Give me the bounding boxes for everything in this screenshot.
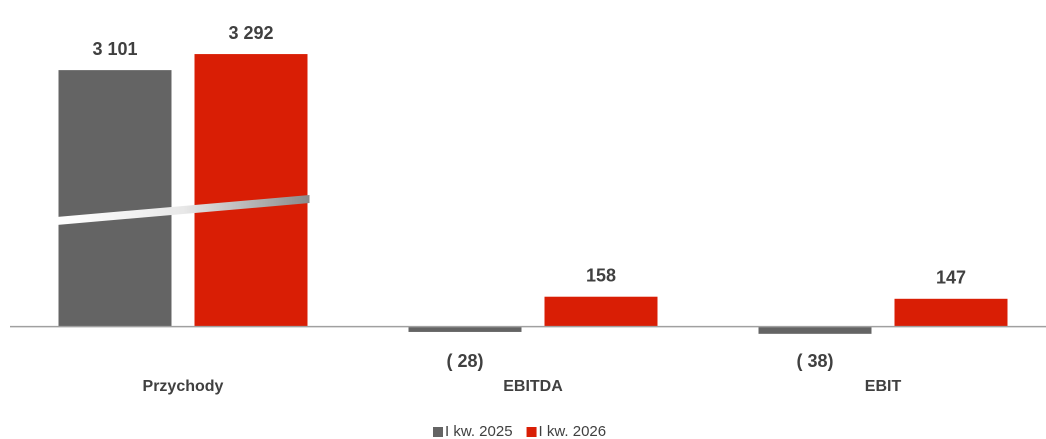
value-label: 158	[586, 265, 616, 285]
bar	[58, 70, 172, 327]
value-label: ( 38)	[796, 351, 833, 371]
bar	[194, 54, 308, 327]
legend-swatch	[526, 427, 537, 437]
bar	[894, 298, 1008, 327]
x-tick-label: EBITDA	[503, 378, 563, 395]
legend-label: I kw. 2025	[445, 423, 513, 439]
value-label: 3 101	[92, 39, 137, 59]
bar	[758, 326, 872, 334]
value-label: 3 292	[228, 23, 273, 43]
legend-swatch	[433, 427, 443, 437]
x-tick-label: Przychody	[143, 378, 224, 395]
legend-label: I kw. 2026	[539, 423, 607, 439]
axis-break	[56, 195, 310, 225]
bar	[544, 296, 658, 327]
x-tick-label: EBIT	[865, 378, 902, 395]
bar	[408, 326, 522, 332]
value-label: 147	[936, 268, 966, 288]
value-label: ( 28)	[446, 351, 483, 371]
